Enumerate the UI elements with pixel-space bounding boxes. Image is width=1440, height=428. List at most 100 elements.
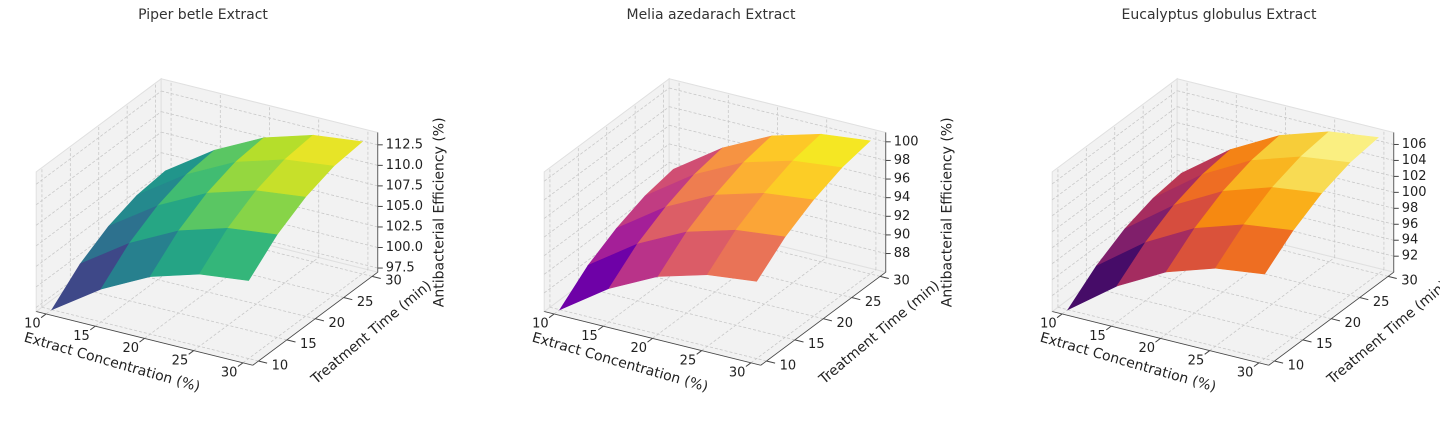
grid-line xyxy=(544,106,670,201)
subplot-title: Melia azedarach Extract xyxy=(626,7,796,23)
y-tick-label: 15 xyxy=(808,337,825,352)
tick-mark xyxy=(548,313,555,319)
z-tick-label: 90 xyxy=(894,227,911,242)
x-tick-label: 30 xyxy=(1237,366,1254,381)
grid-line xyxy=(544,87,670,182)
grid-line xyxy=(36,111,162,206)
z-tick-label: 106 xyxy=(1402,137,1427,152)
z-tick-label: 110.0 xyxy=(386,158,423,173)
y-tick-label: 25 xyxy=(1373,295,1390,310)
tick-mark xyxy=(343,297,353,301)
tick-mark xyxy=(647,337,653,343)
z-tick-label: 94 xyxy=(1402,233,1419,248)
tick-mark xyxy=(188,350,195,355)
tick-mark xyxy=(1253,362,1260,367)
grid-line xyxy=(544,143,670,238)
x-tick-label: 30 xyxy=(221,366,238,381)
x-tick-label: 10 xyxy=(1040,317,1057,332)
z-tick-label: 104 xyxy=(1402,153,1427,168)
y-tick-label: 20 xyxy=(1344,316,1361,331)
z-tick-label: 107.5 xyxy=(386,178,423,193)
z-tick-label: 102.5 xyxy=(386,219,423,234)
tick-mark xyxy=(1331,318,1341,322)
x-tick-label: 10 xyxy=(532,317,549,332)
tick-mark xyxy=(40,313,47,319)
y-tick-label: 30 xyxy=(1401,274,1418,289)
z-tick-label: 96 xyxy=(894,172,911,187)
z-tick-label: 112.5 xyxy=(386,137,423,152)
tick-mark xyxy=(258,360,268,364)
x-tick-label: 20 xyxy=(1138,341,1155,356)
surface-patch xyxy=(706,229,786,282)
subplot-title: Piper betle Extract xyxy=(138,7,268,23)
y-tick-label: 25 xyxy=(357,295,374,310)
tick-mark xyxy=(823,318,833,322)
subplot-title: Eucalyptus globulus Extract xyxy=(1122,7,1317,23)
z-tick-label: 102 xyxy=(1402,169,1427,184)
tick-mark xyxy=(286,339,296,343)
tick-mark xyxy=(1204,350,1211,355)
tick-mark xyxy=(879,275,889,280)
z-tick-label: 100 xyxy=(894,134,919,149)
grid-line xyxy=(36,90,162,185)
y-tick-label: 10 xyxy=(1288,358,1305,373)
tick-mark xyxy=(1274,360,1284,364)
grid-line xyxy=(578,285,795,341)
tick-mark xyxy=(139,337,145,343)
tick-mark xyxy=(1155,337,1161,343)
grid-line xyxy=(161,90,378,146)
x-tick-label: 10 xyxy=(24,317,41,332)
grid-line xyxy=(36,131,162,226)
y-tick-label: 25 xyxy=(865,295,882,310)
grid-line xyxy=(1052,186,1178,280)
tick-mark xyxy=(237,362,244,367)
z-tick-label: 92 xyxy=(894,209,911,224)
z-tick-label: 97.5 xyxy=(386,261,415,276)
grid-line xyxy=(669,87,886,143)
surface-patch xyxy=(1214,224,1294,275)
x-tick-label: 15 xyxy=(73,329,90,344)
tick-mark xyxy=(851,297,861,301)
grid-line xyxy=(1052,106,1178,201)
x-tick-label: 30 xyxy=(729,366,746,381)
grid-line xyxy=(1052,170,1178,264)
y-tick-label: 30 xyxy=(385,274,402,289)
tick-mark xyxy=(766,360,776,364)
grid-line xyxy=(70,285,287,341)
y-tick-label: 15 xyxy=(1316,337,1333,352)
tick-mark xyxy=(1387,275,1397,280)
grid-line xyxy=(544,124,670,219)
surface-patch xyxy=(198,227,278,281)
grid-line xyxy=(544,180,670,275)
z-tick-label: 88 xyxy=(894,246,911,261)
y-tick-label: 10 xyxy=(272,358,289,373)
grid-line xyxy=(1052,138,1178,233)
x-tick-label: 25 xyxy=(1188,353,1205,368)
z-tick-label: 100 xyxy=(1402,185,1427,200)
x-tick-label: 20 xyxy=(122,341,139,356)
tick-mark xyxy=(1056,313,1063,319)
tick-mark xyxy=(315,318,325,322)
x-tick-label: 15 xyxy=(1089,329,1106,344)
z-tick-label: 96 xyxy=(1402,217,1419,232)
tick-mark xyxy=(794,339,804,343)
grid-line xyxy=(41,306,259,362)
tick-mark xyxy=(89,325,96,331)
grid-line xyxy=(36,152,162,247)
y-tick-label: 20 xyxy=(836,316,853,331)
tick-mark xyxy=(696,350,703,355)
grid-line xyxy=(1057,306,1275,362)
x-tick-label: 25 xyxy=(680,353,697,368)
z-tick-label: 98 xyxy=(894,153,911,168)
x-tick-label: 15 xyxy=(581,329,598,344)
z-tick-label: 105.0 xyxy=(386,199,423,214)
y-tick-label: 15 xyxy=(300,337,317,352)
x-tick-label: 25 xyxy=(172,353,189,368)
grid-line xyxy=(1086,285,1303,341)
x-tick-label: 20 xyxy=(630,341,647,356)
grid-line xyxy=(549,306,767,362)
tick-mark xyxy=(745,362,752,367)
grid-line xyxy=(1052,122,1178,217)
